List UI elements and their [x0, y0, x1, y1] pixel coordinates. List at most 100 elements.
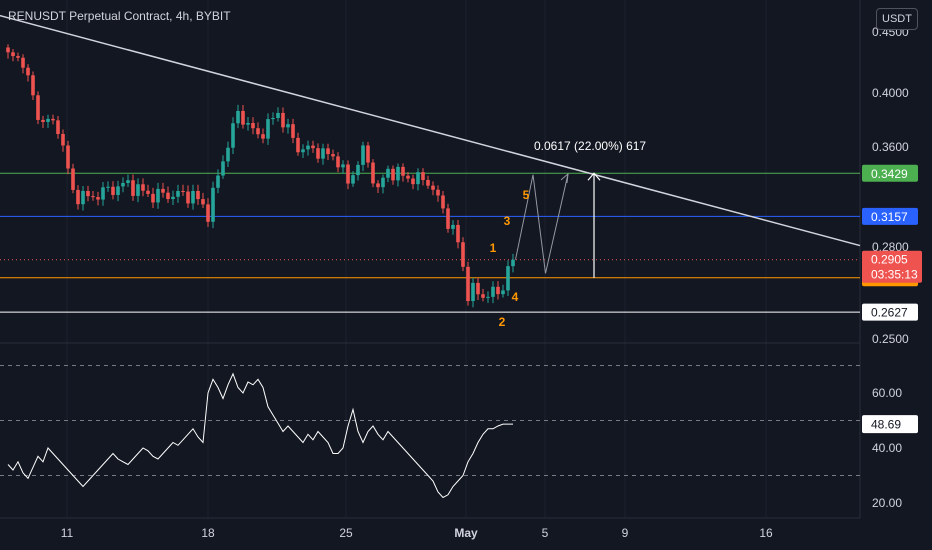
- candle-body: [31, 75, 35, 96]
- candle-body: [306, 145, 310, 150]
- candle-body: [491, 286, 495, 297]
- candle-body: [291, 124, 295, 138]
- candle-body: [241, 110, 245, 125]
- candle-body: [111, 186, 115, 195]
- candle-body: [206, 204, 210, 222]
- measure-label: 0.0617 (22.00%) 617: [534, 139, 646, 153]
- wave-label-4: 4: [512, 290, 519, 304]
- candle-body: [311, 145, 315, 149]
- candle-body: [356, 164, 360, 176]
- candle-body: [251, 123, 255, 129]
- candle-body: [386, 168, 390, 178]
- currency-button[interactable]: USDT: [876, 8, 918, 30]
- candle-body: [216, 175, 220, 188]
- candle-body: [171, 196, 175, 200]
- candle-body: [221, 161, 225, 176]
- candle-body: [511, 259, 515, 267]
- rsi-value-tag: 48.69: [871, 418, 901, 432]
- candle-body: [316, 148, 320, 159]
- candle-body: [66, 145, 70, 169]
- candle-body: [71, 168, 75, 190]
- candle-body: [341, 164, 345, 168]
- candle-body: [246, 123, 250, 125]
- candle-body: [201, 199, 205, 205]
- candle-body: [96, 197, 100, 200]
- wave-label-5: 5: [523, 188, 530, 202]
- time-tick-label: 16: [759, 526, 773, 540]
- candle-body: [451, 224, 455, 229]
- candle-body: [191, 190, 195, 204]
- candle-body: [116, 186, 120, 195]
- projection-arrowhead: [560, 172, 569, 183]
- candle-body: [271, 117, 275, 120]
- price-tick-label: 0.2800: [872, 240, 909, 254]
- candle-body: [11, 52, 15, 57]
- price-level-tag-0: 0.3429: [871, 167, 908, 181]
- candle-body: [506, 266, 510, 291]
- wave-label-1: 1: [490, 241, 497, 255]
- candle-body: [186, 191, 190, 204]
- candle-body: [371, 162, 375, 184]
- candle-body: [411, 178, 415, 185]
- candle-body: [236, 110, 240, 124]
- candle-body: [136, 184, 140, 196]
- candle-body: [496, 286, 500, 295]
- candle-body: [231, 123, 235, 148]
- candle-body: [436, 189, 440, 196]
- price-level-tag-1-bg: [862, 207, 918, 225]
- candle-body: [16, 56, 20, 58]
- candle-body: [326, 148, 330, 155]
- time-tick-label: 11: [61, 526, 74, 540]
- measure-arrowhead: [587, 172, 601, 181]
- rsi-tick-label: 20.00: [872, 496, 902, 510]
- candle-body: [476, 282, 480, 295]
- candle-body: [26, 67, 30, 76]
- candle-body: [346, 164, 350, 184]
- candle-body: [336, 156, 340, 168]
- candle-body: [286, 124, 290, 128]
- price-tick-label: 0.2500: [872, 332, 909, 346]
- price-level-tag-1: 0.3157: [871, 210, 908, 224]
- wave-label-2: 2: [499, 315, 506, 329]
- candle-body: [471, 282, 475, 302]
- candle-body: [351, 175, 355, 184]
- candle-body: [321, 148, 325, 159]
- candle-body: [226, 147, 230, 162]
- candle-body: [6, 47, 10, 53]
- candle-body: [501, 290, 505, 295]
- candle-body: [406, 175, 410, 179]
- candle-body: [131, 180, 135, 196]
- candle-body: [181, 191, 185, 193]
- price-tick-label: 0.3600: [872, 140, 909, 154]
- candle-body: [266, 119, 270, 139]
- candle-body: [296, 137, 300, 153]
- candle-body: [161, 188, 165, 193]
- price-level-tag-3-bg: [862, 303, 918, 321]
- candle-body: [56, 120, 60, 134]
- price-level-tag-0-bg: [862, 164, 918, 182]
- candle-body: [176, 191, 180, 197]
- candle-body: [466, 266, 470, 302]
- candle-body: [276, 112, 280, 118]
- candle-body: [21, 57, 25, 68]
- candle-body: [106, 186, 110, 188]
- candle-body: [166, 192, 170, 200]
- symbol-title: RENUSDT Perpetual Contract, 4h, BYBIT: [8, 9, 231, 23]
- current-price-tag: 0.2905: [871, 253, 908, 267]
- candle-body: [36, 95, 40, 120]
- candle-body: [76, 189, 80, 205]
- candle-body: [396, 166, 400, 181]
- time-tick-label: 9: [622, 526, 629, 540]
- candle-body: [91, 196, 95, 198]
- candle-body: [196, 190, 200, 200]
- candle-body: [416, 172, 420, 185]
- candle-body: [376, 183, 380, 188]
- candle-body: [281, 112, 285, 128]
- candle-body: [426, 179, 430, 186]
- candle-body: [401, 166, 405, 176]
- candle-body: [126, 180, 130, 183]
- candle-body: [441, 195, 445, 209]
- current-price-tag-bg: [862, 250, 922, 283]
- candle-body: [141, 184, 145, 191]
